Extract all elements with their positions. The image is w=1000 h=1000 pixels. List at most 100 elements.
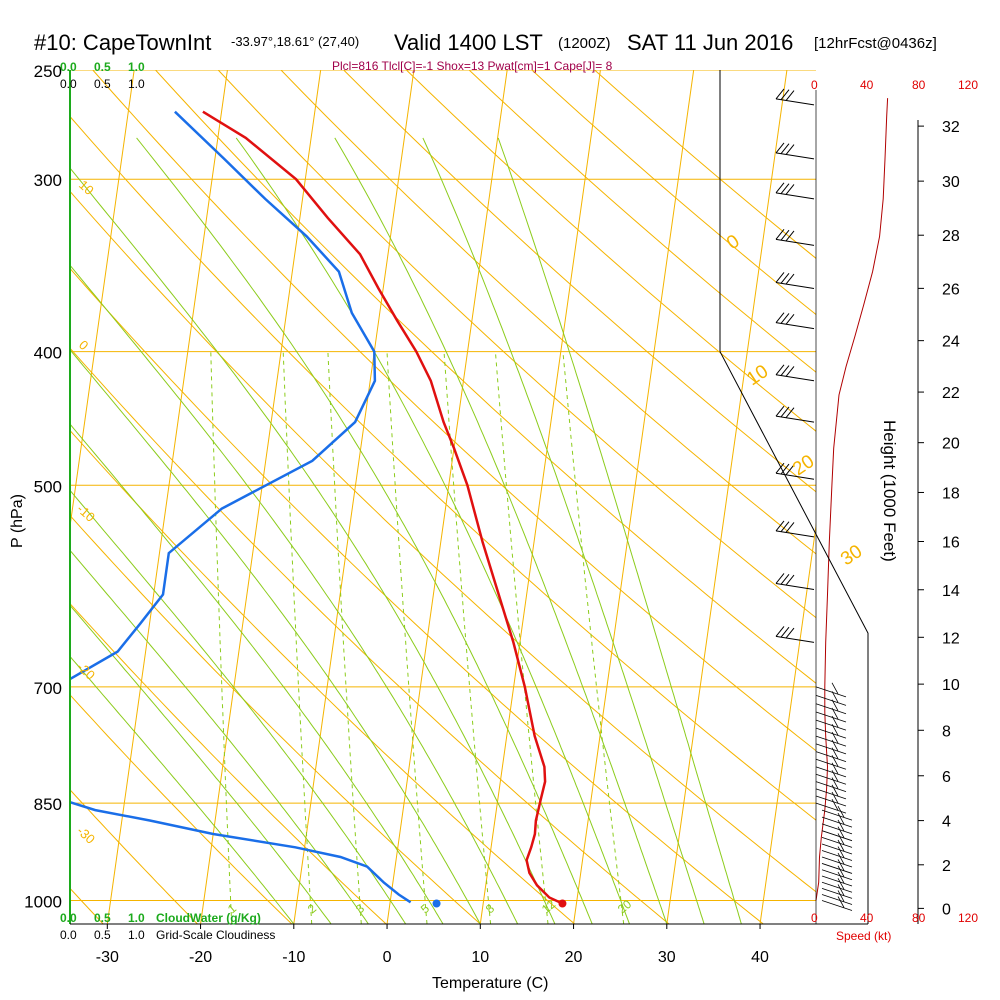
speed-tick-bottom-3: 120	[958, 911, 978, 925]
speed-tick-bottom-1: 40	[860, 911, 874, 925]
moist-adiabat-10	[70, 348, 481, 924]
pressure-tick-label-850: 850	[34, 795, 62, 814]
temp-tick-label--20: -20	[189, 949, 212, 966]
wind-barb-low-840	[815, 791, 847, 807]
title-station: #10: CapeTownInt	[34, 30, 211, 55]
height-tick-label-24: 24	[942, 334, 960, 351]
height-tick-label-22: 22	[942, 385, 960, 402]
wind-barb-low-890	[821, 826, 853, 842]
speed-tick-top-3: 120	[958, 78, 978, 92]
wind-barb-290	[775, 142, 815, 160]
dry-adiabat-330	[70, 115, 816, 821]
mixing-ratio-8	[443, 351, 492, 924]
pressure-tick-label-400: 400	[34, 344, 62, 363]
wind-barb-low-700	[815, 682, 847, 698]
wind-barb-low-730	[815, 707, 847, 723]
wind-barb-420	[775, 364, 815, 382]
isotherm-0	[386, 70, 508, 924]
height-tick-label-28: 28	[942, 228, 960, 245]
isotherm-10	[479, 70, 601, 924]
moist-adiabat-34	[422, 137, 705, 924]
moist-adiabat--10	[70, 655, 295, 924]
height-axis-label: Height (1000 Feet)	[880, 420, 899, 562]
moist-adiabat-30	[334, 137, 668, 924]
wind-barb-low-830	[815, 784, 847, 800]
dry-adiabat-290	[70, 429, 576, 924]
moist-adiabat-label-1: 10	[743, 361, 772, 390]
wind-barb-low-950	[821, 865, 853, 881]
dry-adiabat-410	[531, 70, 816, 316]
dry-adiabat-370	[280, 70, 816, 555]
dry-adiabat-320	[70, 190, 816, 893]
dry-adiabat-300	[70, 347, 670, 924]
wind-barb-low-930	[821, 852, 853, 868]
height-tick-label-10: 10	[942, 677, 960, 694]
wind-barb-low-810	[815, 770, 847, 785]
wind-barb-low-880	[821, 819, 853, 835]
height-tick-label-32: 32	[942, 119, 960, 136]
moist-adiabat-14	[70, 264, 519, 924]
wind-barb-low-780	[815, 747, 847, 763]
moist-adiabat-label-3: 30	[837, 541, 866, 570]
wind-barb-low-940	[821, 859, 853, 874]
panel-boundary-diagonal	[719, 351, 869, 924]
wind-barb-265	[775, 88, 815, 106]
speed-tick-bottom-0: 0	[811, 911, 818, 925]
dewpoint-trace	[70, 110, 412, 904]
wind-barb-low-720	[815, 699, 847, 715]
moist-adiabat-label-0: 0	[723, 231, 744, 254]
moist-adiabat-18	[70, 167, 556, 924]
isotherm-40	[759, 522, 816, 924]
wind-barb-495	[775, 462, 815, 480]
wind-barb-335	[775, 229, 815, 246]
height-tick-label-6: 6	[942, 769, 951, 786]
mixing-ratio-2	[282, 351, 313, 924]
moist-adiabat-26	[235, 137, 630, 924]
height-tick-label-30: 30	[942, 174, 960, 191]
dry-adiabat-label-3: -20	[74, 659, 98, 683]
wind-barb-595	[775, 573, 815, 590]
height-tick-label-0: 0	[942, 901, 951, 918]
dry-adiabat-label-1: 0	[76, 337, 91, 353]
height-tick-label-20: 20	[942, 436, 960, 453]
plot-grid	[70, 70, 816, 924]
cloudwater-tick-top-0: 0.0	[60, 60, 77, 74]
wind-barb-low-980	[821, 884, 853, 899]
indices-text: Plcl=816 Tlcl[C]=-1 Shox=13 Pwat[cm]=1 C…	[332, 59, 613, 73]
moist-adiabat-2	[70, 489, 407, 924]
cloudwater-tick-top-2: 1.0	[128, 60, 145, 74]
pressure-tick-label-500: 500	[34, 477, 62, 496]
wind-barb-low-750	[815, 723, 847, 739]
mixing-ratio-3	[327, 351, 362, 924]
wind-barb-650	[775, 626, 815, 643]
dry-adiabat-360	[217, 70, 816, 619]
temperature-trace	[202, 110, 563, 905]
mixing-ratio-5	[386, 351, 428, 924]
dry-adiabat-310	[70, 267, 764, 924]
mixing-ratio-1	[210, 351, 233, 924]
title-forecast: [12hrFcst@0436z]	[814, 35, 937, 52]
height-tick-label-4: 4	[942, 814, 951, 831]
wind-barb-low-770	[815, 739, 847, 755]
speed-tick-bottom-2: 80	[912, 911, 926, 925]
wind-barb-low-760	[815, 731, 847, 747]
isotherm--20	[200, 70, 322, 924]
mixing-ratio-12	[494, 351, 549, 924]
wind-barb-low-820	[815, 777, 847, 792]
dry-adiabat-280	[70, 514, 481, 924]
title-valid: Valid 1400 LST	[394, 30, 543, 55]
wind-barb-545	[775, 520, 815, 538]
cloudiness-tick-bottom-1: 0.5	[94, 928, 111, 942]
temp-tick-label-0: 0	[383, 949, 392, 966]
cloudwater-label: CloudWater (g/Kg)	[156, 911, 261, 925]
pressure-tick-label-300: 300	[34, 171, 62, 190]
height-tick-label-26: 26	[942, 281, 960, 298]
wind-barb-low-1000	[821, 896, 853, 911]
dry-adiabat-label-0: 10	[76, 177, 97, 198]
dry-adiabat-390	[406, 70, 816, 432]
wind-barb-low-910	[821, 839, 853, 855]
wind-barb-low-960	[821, 871, 853, 887]
wind-speed-trace	[815, 98, 889, 901]
cloudwater-tick-top-1: 0.5	[94, 60, 111, 74]
